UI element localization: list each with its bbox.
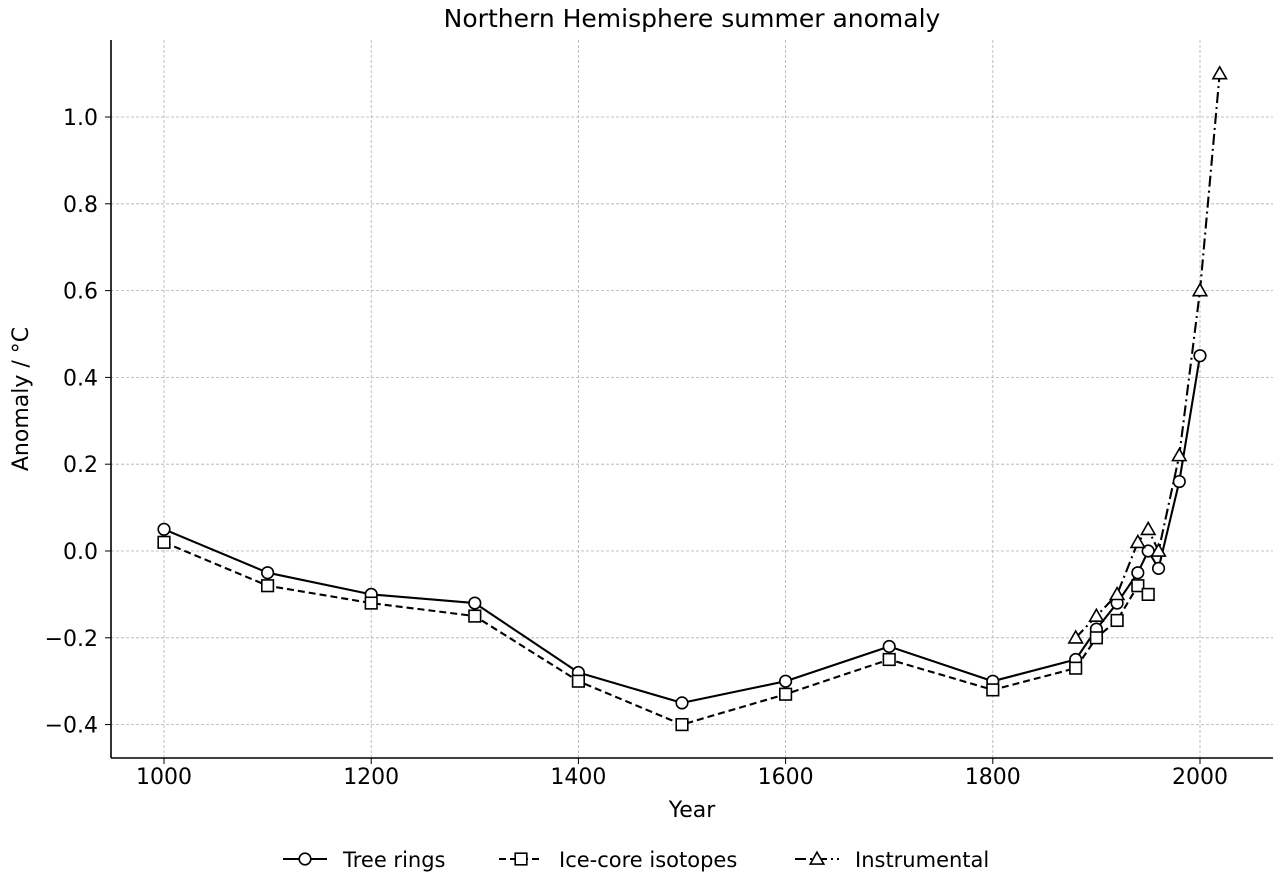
circle-marker (1131, 566, 1145, 580)
square-marker (986, 683, 1000, 697)
circle-marker (157, 522, 171, 536)
triangle-marker (1108, 585, 1126, 601)
legend-label: Ice-core isotopes (559, 848, 737, 872)
legend-item: Tree rings (283, 848, 445, 872)
y-tick-label: 0.6 (63, 280, 98, 305)
triangle-marker (1129, 533, 1147, 549)
x-tick-label: 1000 (136, 765, 192, 790)
circle-marker (1193, 349, 1207, 363)
circle-marker (468, 596, 482, 610)
square-marker (468, 609, 482, 623)
x-tick-label: 2000 (1172, 765, 1228, 790)
series-tree-rings (157, 349, 1207, 710)
legend: Tree rings Ice-core isotopes Instrumental (283, 848, 989, 872)
square-marker (882, 652, 896, 667)
square-marker (1131, 579, 1145, 593)
triangle-marker (1140, 520, 1157, 536)
x-axis-label: Year (668, 798, 717, 823)
legend-item: Instrumental (795, 848, 989, 872)
legend-circle-marker (298, 852, 312, 866)
square-marker (260, 579, 275, 593)
square-marker (1069, 661, 1083, 675)
circle-marker (882, 639, 896, 654)
y-tick-label: 0.0 (63, 540, 98, 565)
series-instrumental (1067, 65, 1228, 644)
x-tick-label: 1200 (343, 765, 399, 790)
triangle-marker (1067, 629, 1084, 644)
square-marker (571, 674, 585, 688)
series-layer (157, 65, 1228, 732)
chart-title: Northern Hemisphere summer anomaly (444, 4, 941, 33)
y-tick-label: 0.8 (63, 193, 98, 218)
circle-marker (675, 696, 689, 710)
circle-marker (261, 566, 275, 580)
series-line (163, 355, 1202, 704)
legend-label: Tree rings (342, 848, 445, 872)
square-marker (778, 687, 793, 701)
square-marker (157, 535, 171, 549)
y-tick-label: 0.4 (63, 366, 98, 391)
legend-label: Instrumental (855, 848, 989, 872)
series-line (163, 541, 1149, 726)
circle-marker (1172, 474, 1186, 489)
square-marker (364, 596, 378, 610)
legend-triangle-marker (808, 850, 826, 865)
square-marker (1141, 587, 1155, 601)
square-marker (1110, 613, 1124, 628)
triangle-marker (1171, 447, 1188, 462)
y-tick-label: 1.0 (63, 106, 98, 131)
square-marker (1089, 631, 1103, 645)
y-axis-label: Anomaly / °C (9, 327, 34, 471)
circle-marker (778, 674, 793, 688)
x-tick-label: 1800 (965, 765, 1021, 790)
ticks-layer: 1000 1200 1400 1600 1800 2000 −0.4 −0.2 0.0 0.2 0.… (45, 106, 1228, 790)
x-tick-label: 1600 (758, 765, 814, 790)
series-ice-core-isotopes (157, 535, 1155, 732)
legend-square-marker (514, 852, 528, 866)
legend-item: Ice-core isotopes (499, 848, 737, 872)
square-marker (675, 717, 689, 732)
x-tick-label: 1400 (550, 765, 606, 790)
triangle-marker (1191, 282, 1209, 297)
circle-marker (1151, 561, 1166, 575)
triangle-marker (1088, 607, 1105, 623)
y-tick-label: 0.2 (63, 453, 98, 478)
triangle-marker (1211, 65, 1228, 80)
axes-layer (110, 40, 1273, 759)
grid-layer (111, 40, 1273, 758)
y-tick-label: −0.4 (45, 714, 98, 739)
triangle-marker (1150, 542, 1167, 557)
y-tick-label: −0.2 (45, 627, 98, 652)
